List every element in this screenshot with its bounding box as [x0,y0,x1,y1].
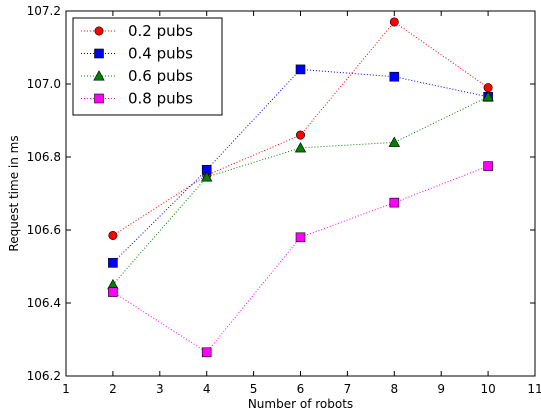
x-tick-label: 4 [203,382,211,396]
y-tick-label: 107.0 [27,77,61,91]
legend-entry: 0.6 pubs [81,67,193,85]
legend-label: 0.2 pubs [128,22,193,40]
legend-label: 0.4 pubs [128,45,193,63]
data-point-0-2-pubs [483,83,493,93]
data-point-0-4-pubs [295,64,306,75]
x-tick-label: 10 [480,382,495,396]
x-tick-label: 9 [437,382,445,396]
data-point-0-6-pubs [482,90,494,102]
x-axis-label: Number of robots [248,397,353,411]
data-point-0-2-pubs [108,230,118,240]
series-0-8-pubs [108,161,493,358]
legend-marker [94,93,104,104]
legend-marker [94,48,104,59]
legend-entry: 0.4 pubs [81,45,193,63]
legend-label: 0.6 pubs [128,67,193,85]
series-line-0-8-pubs [112,165,489,353]
x-tick-label: 8 [390,382,398,396]
series-0-6-pubs [107,90,494,290]
data-point-0-6-pubs [388,136,401,147]
plot-layer [107,17,494,358]
y-tick-label: 107.2 [27,4,61,18]
legend-label: 0.8 pubs [128,90,193,108]
y-tick-label: 106.4 [27,296,61,310]
y-tick-label: 106.8 [27,150,61,164]
series-line-0-6-pubs [112,96,489,286]
legend-marker [94,26,104,36]
data-point-0-8-pubs [295,232,306,243]
data-point-0-2-pubs [295,130,305,140]
x-tick-label: 2 [109,382,117,396]
y-axis-label: Request time in ms [7,135,21,251]
data-point-0-8-pubs [389,197,400,208]
legend-marker [93,70,105,81]
x-tick-label: 3 [156,382,164,396]
data-point-0-4-pubs [108,258,118,268]
y-tick-label: 106.2 [27,369,61,383]
x-tick-label: 6 [297,382,305,396]
x-tick-label: 11 [527,382,541,396]
legend-entry: 0.8 pubs [81,90,193,108]
data-point-0-6-pubs [294,142,307,153]
data-point-0-6-pubs [200,171,213,182]
x-tick-label: 7 [344,382,352,396]
axes-layer: 1 2 3 4 5 6 7 8 9 10 11 106.2 106.4 106.6 106.8 107.0 10… [27,4,541,396]
data-point-0-4-pubs [389,71,400,82]
data-point-0-2-pubs [389,17,399,27]
y-tick-label: 106.6 [27,223,61,237]
data-point-0-8-pubs [201,347,212,358]
x-tick-label: 5 [250,382,258,396]
data-point-0-8-pubs [108,287,118,297]
x-tick-label: 1 [62,382,70,396]
data-point-0-8-pubs [483,161,493,171]
legend-entry: 0.2 pubs [81,22,193,40]
legend: 0.2 pubs 0.4 pubs 0.6 pubs 0.8 pubs [72,17,223,116]
